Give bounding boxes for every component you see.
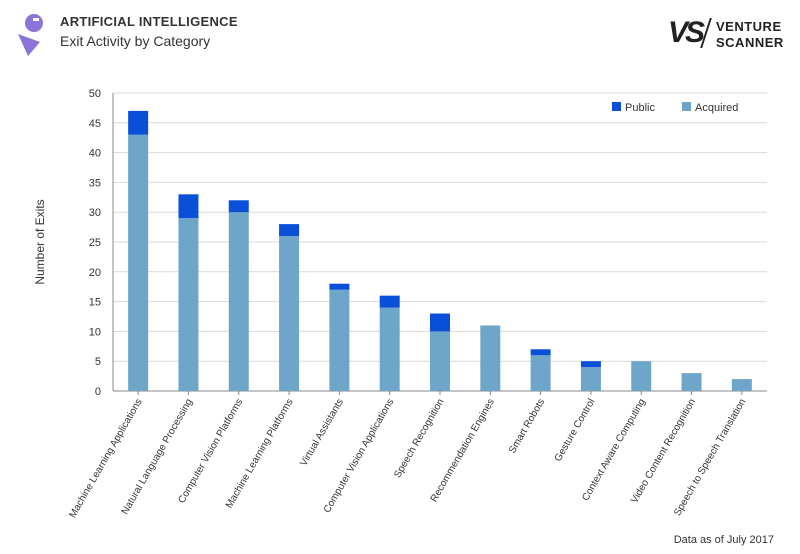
y-tick-label: 45 <box>89 118 101 130</box>
y-tick-label: 25 <box>89 237 101 249</box>
bar-acquired <box>480 325 501 391</box>
venture-scanner-logo-icon <box>18 14 43 56</box>
bar-acquired <box>228 212 249 391</box>
x-tick-label: Smart Robots <box>507 397 547 455</box>
legend-acquired-swatch <box>682 102 691 111</box>
x-tick-label: Virtual Assistants <box>298 397 346 468</box>
bar-acquired <box>580 367 601 391</box>
bar-public <box>379 295 400 308</box>
bar-acquired <box>379 307 400 391</box>
bar-acquired <box>631 361 652 391</box>
y-axis-label: Number of Exits <box>33 199 47 284</box>
brand-name-line1: VENTURE <box>716 19 782 34</box>
venture-scanner-brand: VS VENTURE SCANNER <box>668 16 790 52</box>
bar-acquired <box>430 331 450 391</box>
bar-public <box>580 361 601 368</box>
vs-brand-mark: VS <box>668 16 705 49</box>
data-date-footnote: Data as of July 2017 <box>673 534 774 546</box>
section-title: ARTIFICIAL INTELLIGENCE <box>60 14 238 29</box>
bar-acquired <box>128 134 149 391</box>
bar-public <box>228 200 249 213</box>
legend-public-label: Public <box>625 102 655 114</box>
brand-name-line2: SCANNER <box>716 35 784 50</box>
y-tick-label: 35 <box>89 177 101 189</box>
bar-acquired <box>178 218 199 391</box>
bar-acquired <box>279 236 300 391</box>
y-tick-label: 20 <box>89 267 101 279</box>
x-tick-label: Gesture Control <box>553 397 598 464</box>
legend-public-swatch <box>612 102 621 111</box>
y-tick-label: 50 <box>89 88 101 100</box>
bar-public <box>329 283 350 290</box>
y-tick-label: 30 <box>89 207 101 219</box>
bar-public <box>530 349 551 356</box>
bar-acquired <box>681 373 702 391</box>
bar-acquired <box>530 355 551 391</box>
bar-public <box>279 224 300 237</box>
bar-acquired <box>329 289 350 391</box>
y-tick-label: 5 <box>95 356 101 368</box>
y-tick-label: 10 <box>89 326 101 338</box>
y-tick-label: 0 <box>95 386 101 398</box>
y-tick-label: 15 <box>89 297 101 309</box>
legend-acquired-label: Acquired <box>695 102 738 114</box>
x-tick-label: Speech Recognition <box>392 397 446 480</box>
y-tick-label: 40 <box>89 148 101 160</box>
bar-public <box>178 194 199 219</box>
bar-acquired <box>731 379 752 391</box>
chart-subtitle: Exit Activity by Category <box>60 33 211 49</box>
bar-public <box>128 110 149 135</box>
bar-public <box>430 313 450 332</box>
